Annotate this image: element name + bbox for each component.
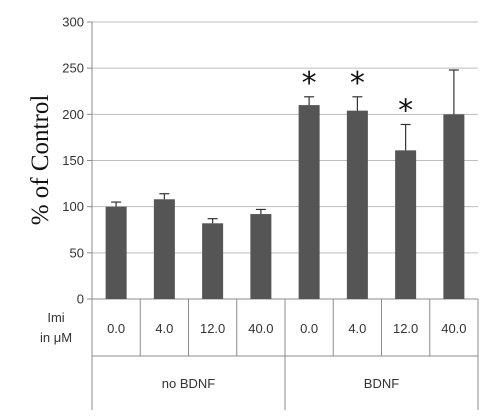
bars	[105, 105, 465, 299]
bar	[443, 114, 465, 299]
x-tick-label: 12.0	[393, 321, 418, 336]
y-tick-label: 150	[62, 153, 84, 168]
x-tick-label: 40.0	[248, 321, 273, 336]
y-tick-label: 100	[62, 199, 84, 214]
y-tick-label: 250	[62, 61, 84, 76]
x-tick-label: 0.0	[107, 321, 125, 336]
bar	[105, 206, 127, 299]
group-label: BDNF	[364, 376, 399, 391]
error-bars	[111, 69, 459, 224]
bar	[395, 150, 417, 299]
significance-star: *	[350, 66, 365, 101]
gridlines	[87, 21, 478, 300]
bar	[250, 214, 272, 299]
significance-star: *	[302, 66, 317, 101]
y-tick-label: 200	[62, 107, 84, 122]
x-tick-label: 4.0	[348, 321, 366, 336]
y-tick-label: 50	[70, 245, 84, 260]
y-tick-label: 0	[77, 292, 84, 307]
row-label-unit: in μM	[40, 330, 72, 345]
row-label-imi: Imi	[47, 310, 64, 325]
x-tick-label: 12.0	[200, 321, 225, 336]
significance-star: *	[398, 93, 413, 128]
x-tick-label: 40.0	[441, 321, 466, 336]
category-table: 0.0 4.0 12.0 40.0 0.0 4.0 12.0 40.0 no BDNF BDNF	[91, 299, 479, 410]
y-axis-label: % of Control	[27, 95, 54, 226]
y-tick-labels: 0 50 100 150 200 250 300	[62, 15, 84, 307]
x-tick-label: 0.0	[300, 321, 318, 336]
y-tick-label: 300	[62, 15, 84, 30]
bar	[153, 199, 175, 299]
group-label: no BDNF	[162, 376, 216, 391]
x-tick-label: 4.0	[155, 321, 173, 336]
bar	[202, 223, 224, 299]
bar	[346, 110, 368, 299]
bar	[298, 105, 320, 299]
significance-markers: * * *	[302, 66, 414, 129]
